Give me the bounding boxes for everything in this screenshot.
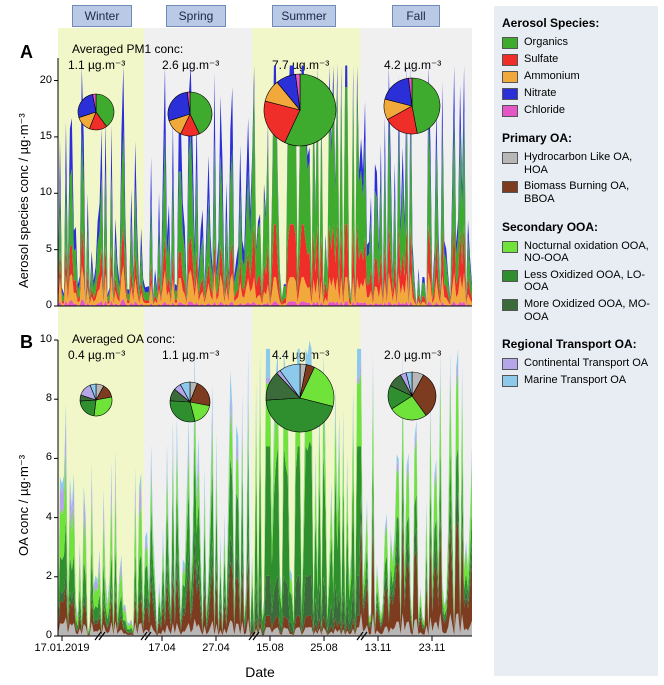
legend-item: More Oxidized OOA, MO-OOA	[502, 298, 652, 323]
xtick: 25.08	[294, 642, 354, 654]
ytick-A: 10	[30, 186, 52, 198]
ytick-B: 0	[30, 629, 52, 641]
ytick-B: 2	[30, 570, 52, 582]
pie-winter	[80, 384, 112, 416]
legend-label: Hydrocarbon Like OA, HOA	[524, 151, 652, 176]
legend-swatch	[502, 241, 518, 253]
pie-summer	[264, 74, 336, 146]
legend-item: Continental Transport OA	[502, 357, 652, 370]
ytick-A: 15	[30, 130, 52, 142]
legend-item: Ammonium	[502, 70, 652, 83]
legend-label: Nocturnal oxidation OOA, NO-OOA	[524, 240, 652, 265]
xtick: 13.11	[348, 642, 408, 654]
legend-swatch	[502, 105, 518, 117]
legend-item: Sulfate	[502, 53, 652, 66]
legend-item: Nitrate	[502, 87, 652, 100]
pie-winter	[78, 94, 114, 130]
legend-swatch	[502, 181, 518, 193]
legend-item: Chloride	[502, 104, 652, 117]
legend-swatch	[502, 358, 518, 370]
ytick-A: 5	[30, 243, 52, 255]
xtick: 23.11	[402, 642, 462, 654]
legend-item: Organics	[502, 36, 652, 49]
ytick-B: 10	[30, 333, 52, 345]
legend-label: Chloride	[524, 104, 565, 117]
legend-label: Marine Transport OA	[524, 374, 626, 387]
plot-area: WinterSpringSummerFall A B Aerosol speci…	[0, 0, 490, 685]
legend-label: Sulfate	[524, 53, 558, 66]
xtick: 17.04	[132, 642, 192, 654]
ytick-B: 6	[30, 451, 52, 463]
legend-group-title: Primary OA:	[502, 131, 652, 145]
ytick-A: 20	[30, 74, 52, 86]
chart-svg	[0, 0, 490, 685]
legend-label: Biomass Burning OA, BBOA	[524, 180, 652, 205]
pie-fall	[384, 78, 440, 134]
legend-group-title: Regional Transport OA:	[502, 337, 652, 351]
legend-group-title: Aerosol Species:	[502, 16, 652, 30]
legend-item: Hydrocarbon Like OA, HOA	[502, 151, 652, 176]
legend-item: Biomass Burning OA, BBOA	[502, 180, 652, 205]
legend-label: Organics	[524, 36, 568, 49]
legend-item: Less Oxidized OOA, LO-OOA	[502, 269, 652, 294]
legend-label: Ammonium	[524, 70, 580, 83]
legend-group-title: Secondary OOA:	[502, 220, 652, 234]
legend-swatch	[502, 270, 518, 282]
legend-item: Marine Transport OA	[502, 374, 652, 387]
pie-fall	[388, 372, 436, 420]
legend-label: More Oxidized OOA, MO-OOA	[524, 298, 652, 323]
legend-swatch	[502, 152, 518, 164]
xtick: 27.04	[186, 642, 246, 654]
legend-swatch	[502, 71, 518, 83]
legend-swatch	[502, 375, 518, 387]
legend-label: Continental Transport OA	[524, 357, 648, 370]
legend-swatch	[502, 299, 518, 311]
legend-label: Less Oxidized OOA, LO-OOA	[524, 269, 652, 294]
pie-spring	[170, 382, 210, 422]
ytick-B: 8	[30, 392, 52, 404]
x-axis-label: Date	[220, 664, 300, 680]
ytick-A: 0	[30, 299, 52, 311]
legend-swatch	[502, 88, 518, 100]
legend-label: Nitrate	[524, 87, 556, 100]
pie-spring	[168, 92, 212, 136]
legend-swatch	[502, 37, 518, 49]
legend-item: Nocturnal oxidation OOA, NO-OOA	[502, 240, 652, 265]
ytick-B: 4	[30, 511, 52, 523]
xtick: 15.08	[240, 642, 300, 654]
xtick: 17.01.2019	[32, 642, 92, 654]
pie-summer	[266, 364, 334, 432]
legend-panel: Aerosol Species: Organics Sulfate Ammonium N…	[494, 6, 658, 676]
legend-swatch	[502, 54, 518, 66]
